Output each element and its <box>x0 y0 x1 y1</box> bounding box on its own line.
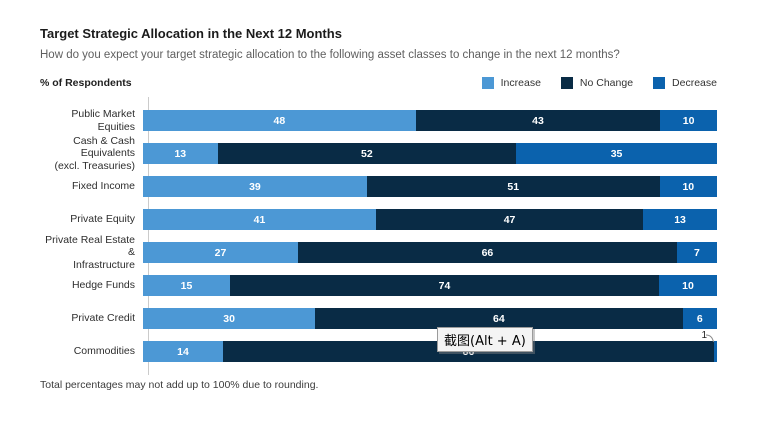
legend-item-decrease: Decrease <box>653 77 717 89</box>
chart-row: Cash & Cash Equivalents (excl. Treasurie… <box>40 134 718 172</box>
value-label: 66 <box>481 246 494 259</box>
bar-segment-increase: 14 <box>143 341 223 362</box>
bar-segment-no_change: 47 <box>376 209 644 230</box>
bar-segment-no_change: 74 <box>229 275 660 296</box>
bar-segment-decrease <box>714 341 717 362</box>
value-label: 52 <box>361 147 373 160</box>
tooltip-text: 截图(Alt + A) <box>444 334 526 349</box>
axis-units-label: % of Respondents <box>40 77 132 89</box>
chart-header-row: % of Respondents Increase No Change Decrea… <box>40 77 717 89</box>
chart-row: Hedge Funds 15 74 10 <box>40 269 717 302</box>
value-label: 15 <box>180 279 193 292</box>
category-label: Private Real Estate & Infrastructure <box>45 233 135 271</box>
value-label: 43 <box>532 114 544 127</box>
page-title: Target Strategic Allocation in the Next … <box>40 26 342 41</box>
bar-segment-increase: 39 <box>143 176 367 197</box>
bar-segment-increase: 15 <box>143 275 230 296</box>
leader-line <box>706 334 714 343</box>
bar-segment-no_change: 64 <box>315 308 683 329</box>
category-label: Public Market Equities <box>71 108 135 133</box>
legend-item-increase: Increase <box>481 77 541 89</box>
legend-label: Increase <box>500 77 541 89</box>
value-label: 39 <box>249 180 261 193</box>
category-label: Commodities <box>73 345 135 358</box>
category-label: Hedge Funds <box>71 279 135 292</box>
legend-label: Decrease <box>672 77 717 89</box>
stacked-bar-chart: Public Market Equities 48 43 10 Cash & Cash … <box>40 97 718 375</box>
value-label: 10 <box>682 114 695 127</box>
outside-value-label: 1 <box>701 330 707 341</box>
value-label: 13 <box>674 213 686 226</box>
value-label: 10 <box>682 279 694 292</box>
value-label: 74 <box>438 279 451 292</box>
stacked-bar: 48 43 10 <box>143 110 717 131</box>
value-label: 13 <box>174 147 187 160</box>
stacked-bar: 27 66 7 <box>143 242 718 263</box>
value-label: 64 <box>493 312 505 325</box>
chart-row: Private Credit 30 64 6 <box>40 302 717 335</box>
value-label: 14 <box>177 345 189 358</box>
category-label: Private Equity <box>70 213 135 226</box>
value-label: 30 <box>223 312 235 325</box>
legend-item-no_change: No Change <box>560 77 634 89</box>
value-label: 7 <box>694 246 700 259</box>
value-label: 47 <box>503 213 516 226</box>
bar-segment-decrease: 7 <box>676 242 718 263</box>
category-label: Cash & Cash Equivalents (excl. Treasurie… <box>54 134 135 172</box>
stacked-bar: 41 47 13 <box>143 209 717 230</box>
chart-row: Private Equity 41 47 13 <box>40 203 717 236</box>
legend-swatch-decrease <box>653 77 666 89</box>
value-label: 35 <box>610 147 623 160</box>
bar-segment-increase: 41 <box>143 209 377 230</box>
chart-row: Private Real Estate & Infrastructure 27 66… <box>40 233 718 271</box>
legend-swatch-increase <box>481 77 494 89</box>
value-label: 10 <box>682 180 695 193</box>
legend-label: No Change <box>579 77 634 89</box>
bar-segment-decrease: 10 <box>659 176 717 197</box>
stacked-bar: 14861 <box>143 330 717 362</box>
bar-segment-decrease: 13 <box>643 209 717 230</box>
bar-segment-no_change: 52 <box>217 143 517 164</box>
bar-segment-decrease: 6 <box>682 308 717 329</box>
bar-segment-increase: 48 <box>143 110 416 131</box>
y-axis-line <box>148 97 149 375</box>
category-label: Fixed Income <box>71 180 135 193</box>
stacked-bar: 15 74 10 <box>143 275 717 296</box>
category-label: Private Credit <box>71 312 135 325</box>
screenshot-hotkey-tooltip: 截图(Alt + A) <box>437 327 533 352</box>
bar-segment-no_change: 51 <box>366 176 660 197</box>
bar-segment-decrease: 10 <box>659 275 717 296</box>
chart-subtitle: How do you expect your target strategic … <box>40 49 620 61</box>
value-label: 41 <box>253 213 266 226</box>
value-label: 51 <box>507 180 520 193</box>
bar-segment-no_change: 66 <box>297 242 677 263</box>
chart-row: Fixed Income 39 51 10 <box>40 170 717 203</box>
chart-row: Public Market Equities 48 43 10 <box>40 104 717 137</box>
legend-swatch-no_change <box>560 77 573 89</box>
stacked-bar: 13 52 35 <box>143 143 718 164</box>
stacked-bar: 30 64 6 <box>143 308 717 329</box>
chart-legend: Increase No Change Decrease <box>481 77 717 89</box>
bar-segment-increase: 30 <box>143 308 316 329</box>
chart-row: Commodities 14861 <box>40 330 717 368</box>
value-label: 27 <box>214 246 227 259</box>
value-label: 6 <box>696 312 703 325</box>
bar-segment-increase: 13 <box>143 143 218 164</box>
bar-segment-increase: 27 <box>143 242 298 263</box>
stacked-bar: 39 51 10 <box>143 176 717 197</box>
chart-footnote: Total percentages may not add up to 100%… <box>40 379 319 391</box>
bar-segment-no_change: 43 <box>415 110 661 131</box>
bar-segment-decrease: 10 <box>660 110 717 131</box>
bar-rows: Public Market Equities 48 43 10 Cash & Cash … <box>40 104 718 368</box>
value-label: 48 <box>273 114 286 127</box>
bar-segment-decrease: 35 <box>516 143 718 164</box>
